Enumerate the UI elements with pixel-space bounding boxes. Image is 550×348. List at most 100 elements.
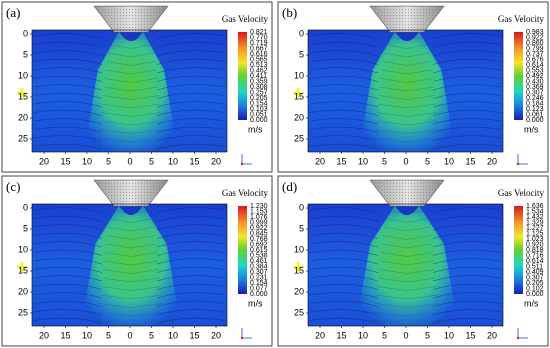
panel-label: (b) [282,5,297,20]
streamline [432,33,502,40]
x-tick-label: 0 [403,330,408,340]
streamline [156,266,226,273]
x-tick-label: 0 [127,330,132,340]
streamline [309,75,379,82]
streamline [97,311,165,317]
streamline [33,266,103,273]
streamline [432,109,502,116]
streamline [33,309,103,316]
streamline [156,58,226,65]
streamline [309,241,379,248]
streamline [102,95,160,100]
streamline [156,41,226,48]
streamline [33,207,103,214]
streamline [102,269,160,274]
y-tick-label: 15 [18,91,28,101]
streamline [156,92,226,99]
streamline [101,277,161,283]
y-tick-label: 20 [18,286,28,296]
streamline [309,275,379,282]
streamline [97,137,165,143]
y-tick-label: 15 [18,265,28,275]
streamline [432,50,502,57]
colorbar-tick-label: 0.538 [250,252,268,259]
colorbar-tick-label: 0.716 [526,252,544,259]
streamline [109,209,153,215]
colorbar-tick-label: 0.411 [250,73,267,80]
streamline [378,269,436,274]
streamline [33,317,103,324]
streamline [156,232,226,239]
colorbar-tick-label: 1.230 [250,203,268,210]
streamline [107,52,155,58]
streamline [33,101,103,108]
x-tick-label: 20 [211,330,221,340]
colorbar-tick-label: 0.768 [250,236,268,243]
colorbar-tick-label: 0.308 [250,84,268,91]
streamline [309,300,379,307]
streamline [33,109,103,116]
streamline [432,92,502,99]
y-tick-label: 10 [294,70,304,80]
colorbar-tick-label: 0.821 [250,29,268,36]
y-tick-label: 0 [23,28,28,38]
colorbar-tick-label: 0.692 [250,241,268,248]
colorbar-tick-label: 0.614 [526,62,544,69]
y-tick-label: 0 [299,202,304,212]
nozzle-mesh [370,180,444,206]
streamline [309,41,379,48]
x-tick-label: 15 [60,156,70,166]
colorbar-tick-label: 0.860 [526,40,544,47]
x-tick-label: 10 [358,330,368,340]
streamline [432,67,502,74]
x-tick-label: 10 [168,330,178,340]
streamline [156,258,226,265]
colorbar-tick-label: 0.999 [250,219,268,226]
colorbar-tick-label: 0.000 [250,291,268,298]
y-tick-label: 20 [294,112,304,122]
streamline [432,292,502,299]
streamline [379,260,435,266]
streamline [107,226,155,232]
streamline [374,129,440,134]
streamline [33,249,103,256]
plot-frame [307,203,504,327]
colorbar-tick-label: 0.513 [250,62,268,69]
streamline [432,258,502,265]
y-tick-label: 10 [18,244,28,254]
x-tick-label: 10 [82,156,92,166]
streamline [309,67,379,74]
y-tick-label: 25 [294,307,304,317]
colorbar-tick-label: 0.000 [250,117,268,124]
colorbar-tick-label: 0.231 [250,274,268,281]
streamline [33,118,103,125]
colorbar-tick-label: 0.359 [250,78,268,85]
streamline [156,241,226,248]
streamline [372,146,442,151]
streamline [33,41,103,48]
colorbar-tick-label: 0.614 [526,258,544,265]
x-tick-label: 20 [315,330,325,340]
streamline [156,33,226,40]
streamline [309,207,379,214]
colorbar-tick-label: 0.565 [250,56,268,63]
streamline [432,207,502,214]
streamline [156,292,226,299]
streamline [432,300,502,307]
streamline [432,135,502,142]
y-tick-label: 20 [18,112,28,122]
jet-core [394,204,420,215]
x-tick-label: 10 [444,330,454,340]
streamline [156,275,226,282]
streamline [108,44,154,49]
streamline [156,118,226,125]
colorbar-tick-label: 0.061 [526,111,544,118]
streamline [432,309,502,316]
plot-frame [307,29,504,153]
streamline [33,292,103,299]
colorbar-tick-label: 1.153 [250,208,268,215]
y-tick-label: 0 [23,202,28,212]
streamline [33,75,103,82]
